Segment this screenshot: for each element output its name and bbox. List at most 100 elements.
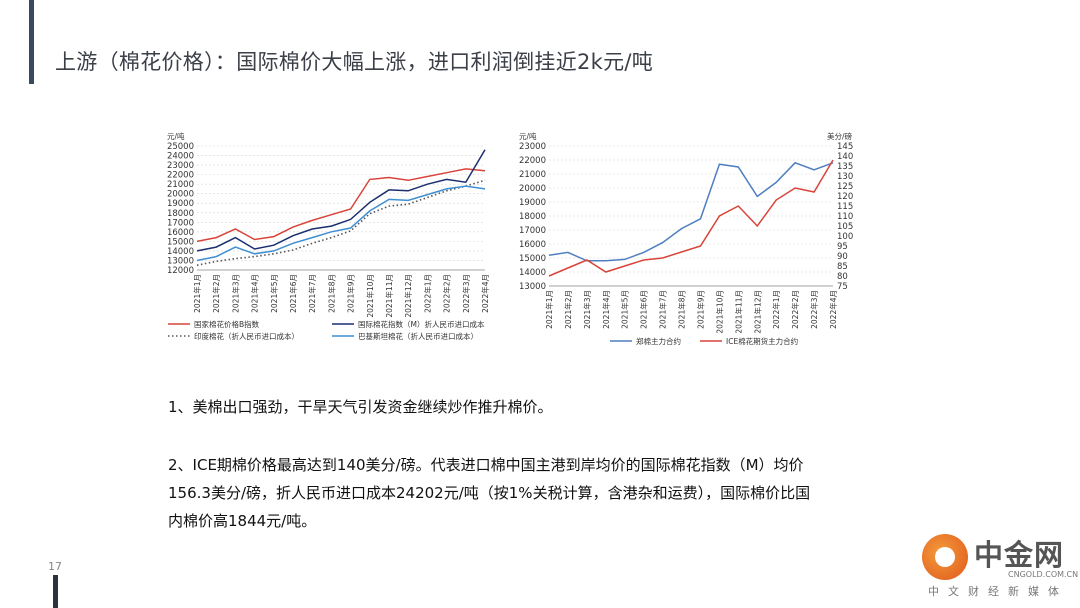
chart1-ylabel: 元/吨 bbox=[167, 131, 185, 141]
chart1-ytick-label: 20000 bbox=[167, 190, 194, 200]
paragraph-2: 2、ICE期棉价格最高达到140美分/磅。代表进口棉中国主港到岸均价的国际棉花指… bbox=[168, 451, 868, 535]
chart1-legend-label-1: 国际棉花指数（M）折人民币进口成本 bbox=[358, 319, 485, 329]
logo-mark-icon bbox=[922, 534, 968, 580]
chart1-legend-label-2: 印度棉花（折人民币进口成本） bbox=[194, 331, 299, 341]
chart1-ytick-label: 14000 bbox=[167, 247, 194, 257]
chart1-ytick-label: 17000 bbox=[167, 218, 194, 228]
chart1-ytick-label: 23000 bbox=[167, 161, 194, 171]
chart1-ytick-label: 16000 bbox=[167, 228, 194, 238]
chart1-xtick-label: 2021年7月 bbox=[307, 274, 317, 313]
chart2-ytick-right-label: 140 bbox=[837, 152, 853, 162]
chart2-xtick-label: 2022年3月 bbox=[809, 290, 819, 329]
chart2-xtick-label: 2021年5月 bbox=[620, 290, 630, 329]
chart1-xtick-label: 2021年5月 bbox=[269, 274, 279, 313]
chart2-ytick-label: 13000 bbox=[519, 282, 546, 292]
chart1-series-line-1 bbox=[196, 149, 486, 252]
chart2-ytick-label: 23000 bbox=[519, 142, 546, 152]
chart1-series-line-0 bbox=[196, 168, 486, 243]
cotton-price-index-chart: 1200013000140001500016000170001800019000… bbox=[167, 131, 490, 341]
chart1-ytick-label: 21000 bbox=[167, 180, 194, 190]
chart1-xtick-label: 2021年3月 bbox=[230, 274, 240, 313]
paragraph-1: 1、美棉出口强劲，干旱天气引发资金继续炒作推升棉价。 bbox=[168, 398, 553, 416]
chart1-xtick-label: 2022年2月 bbox=[442, 274, 452, 313]
page-title: 上游（棉花价格）：国际棉价大幅上涨，进口利润倒挂近2k元/吨 bbox=[55, 50, 654, 74]
chart2-ytick-right-label: 130 bbox=[837, 172, 853, 182]
chart2-xtick-label: 2021年8月 bbox=[677, 290, 687, 329]
chart1-ytick-label: 13000 bbox=[167, 256, 194, 266]
chart2-ytick-label: 14000 bbox=[519, 268, 546, 278]
chart2-ytick-right-label: 95 bbox=[837, 242, 848, 252]
chart2-ytick-label: 22000 bbox=[519, 156, 546, 166]
paragraph-2-line-1: 2、ICE期棉价格最高达到140美分/磅。代表进口棉中国主港到岸均价的国际棉花指… bbox=[168, 456, 804, 474]
chart1-ytick-label: 25000 bbox=[167, 142, 194, 152]
chart2-ytick-right-label: 120 bbox=[837, 192, 853, 202]
chart2-legend-label-0: 郑棉主力合约 bbox=[636, 336, 681, 346]
chart2-xtick-label: 2022年1月 bbox=[771, 290, 781, 329]
chart2-ylabel: 元/吨 bbox=[519, 131, 537, 141]
logo-cn-text: 中金网 bbox=[974, 538, 1065, 572]
chart2-xtick-label: 2021年10月 bbox=[714, 290, 724, 334]
chart1-ytick-label: 15000 bbox=[167, 237, 194, 247]
chart2-series-line-0 bbox=[548, 161, 834, 262]
logo-en-text: CNGOLD.COM.CN bbox=[1008, 570, 1079, 579]
chart2-ytick-right-label: 105 bbox=[837, 222, 853, 232]
chart1-xtick-label: 2022年1月 bbox=[422, 274, 432, 313]
chart1-xtick-label: 2021年10月 bbox=[365, 274, 375, 318]
chart2-xtick-label: 2021年9月 bbox=[695, 290, 705, 329]
chart1-xtick-label: 2021年1月 bbox=[192, 274, 202, 313]
chart1-legend-label-0: 国家棉花价格B指数 bbox=[194, 319, 260, 329]
chart2-xtick-label: 2021年1月 bbox=[544, 290, 554, 329]
chart1-xtick-label: 2021年6月 bbox=[288, 274, 298, 313]
chart2-xtick-label: 2022年2月 bbox=[790, 290, 800, 329]
chart2-legend-label-1: ICE棉花期货主力合约 bbox=[726, 336, 798, 346]
chart2-xtick-label: 2021年6月 bbox=[639, 290, 649, 329]
chart2-ytick-label: 16000 bbox=[519, 240, 546, 250]
chart2-xtick-label: 2021年11月 bbox=[733, 290, 743, 334]
chart2-ytick-right-label: 100 bbox=[837, 232, 853, 242]
page-number: 17 bbox=[48, 560, 62, 573]
chart2-ytick-label: 18000 bbox=[519, 212, 546, 222]
bottom-accent-bar bbox=[53, 575, 58, 608]
paragraph-2-line-3: 内棉价高1844元/吨。 bbox=[168, 512, 317, 530]
chart2-series-line-1 bbox=[548, 159, 834, 277]
chart1-xtick-label: 2022年3月 bbox=[461, 274, 471, 313]
chart2-ytick-right-label: 135 bbox=[837, 162, 853, 172]
chart2-ytick-right-label: 75 bbox=[837, 282, 848, 292]
chart2-ytick-right-label: 110 bbox=[837, 212, 853, 222]
chart2-xtick-label: 2022年4月 bbox=[828, 290, 838, 329]
chart2-ytick-right-label: 145 bbox=[837, 142, 853, 152]
chart1-xtick-label: 2021年4月 bbox=[250, 274, 260, 313]
chart1-xtick-label: 2021年11月 bbox=[384, 274, 394, 318]
paragraph-2-line-2: 156.3美分/磅，折人民币进口成本24202元/吨（按1%关税计算，含港杂和运… bbox=[168, 484, 811, 502]
chart1-ytick-label: 22000 bbox=[167, 171, 194, 181]
logo-sub-text: 中文财经新媒体 bbox=[928, 585, 1068, 598]
chart1-ytick-label: 12000 bbox=[167, 266, 194, 276]
chart1-xtick-label: 2021年8月 bbox=[326, 274, 336, 313]
chart2-ytick-right-label: 90 bbox=[837, 252, 848, 262]
chart2-ytick-right-label: 85 bbox=[837, 262, 848, 272]
chart2-ytick-right-label: 125 bbox=[837, 182, 853, 192]
chart2-xtick-label: 2021年3月 bbox=[582, 290, 592, 329]
title-accent-bar bbox=[29, 0, 34, 84]
chart1-xtick-label: 2022年4月 bbox=[480, 274, 490, 313]
chart1-xtick-label: 2021年9月 bbox=[346, 274, 356, 313]
chart2-xtick-label: 2021年2月 bbox=[563, 290, 573, 329]
chart1-series-line-3 bbox=[196, 185, 486, 262]
chart2-ytick-label: 20000 bbox=[519, 184, 546, 194]
cngold-logo[interactable]: 中金网 CNGOLD.COM.CN 中文财经新媒体 bbox=[910, 530, 1079, 602]
chart1-ytick-label: 18000 bbox=[167, 209, 194, 219]
chart1-ytick-label: 19000 bbox=[167, 199, 194, 209]
chart1-ytick-label: 24000 bbox=[167, 152, 194, 162]
chart2-ytick-right-label: 80 bbox=[837, 272, 848, 282]
chart2-ytick-right-label: 115 bbox=[837, 202, 853, 212]
chart2-ytick-label: 17000 bbox=[519, 226, 546, 236]
chart2-ytick-label: 15000 bbox=[519, 254, 546, 264]
chart1-xtick-label: 2021年2月 bbox=[211, 274, 221, 313]
chart2-xtick-label: 2021年12月 bbox=[752, 290, 762, 334]
chart2-ytick-label: 19000 bbox=[519, 198, 546, 208]
chart1-series-line-2 bbox=[196, 179, 486, 266]
chart2-xtick-label: 2021年4月 bbox=[601, 290, 611, 329]
chart2-ytick-label: 21000 bbox=[519, 170, 546, 180]
chart2-ylabel-right: 美分/磅 bbox=[827, 131, 853, 141]
chart1-xtick-label: 2021年12月 bbox=[403, 274, 413, 318]
